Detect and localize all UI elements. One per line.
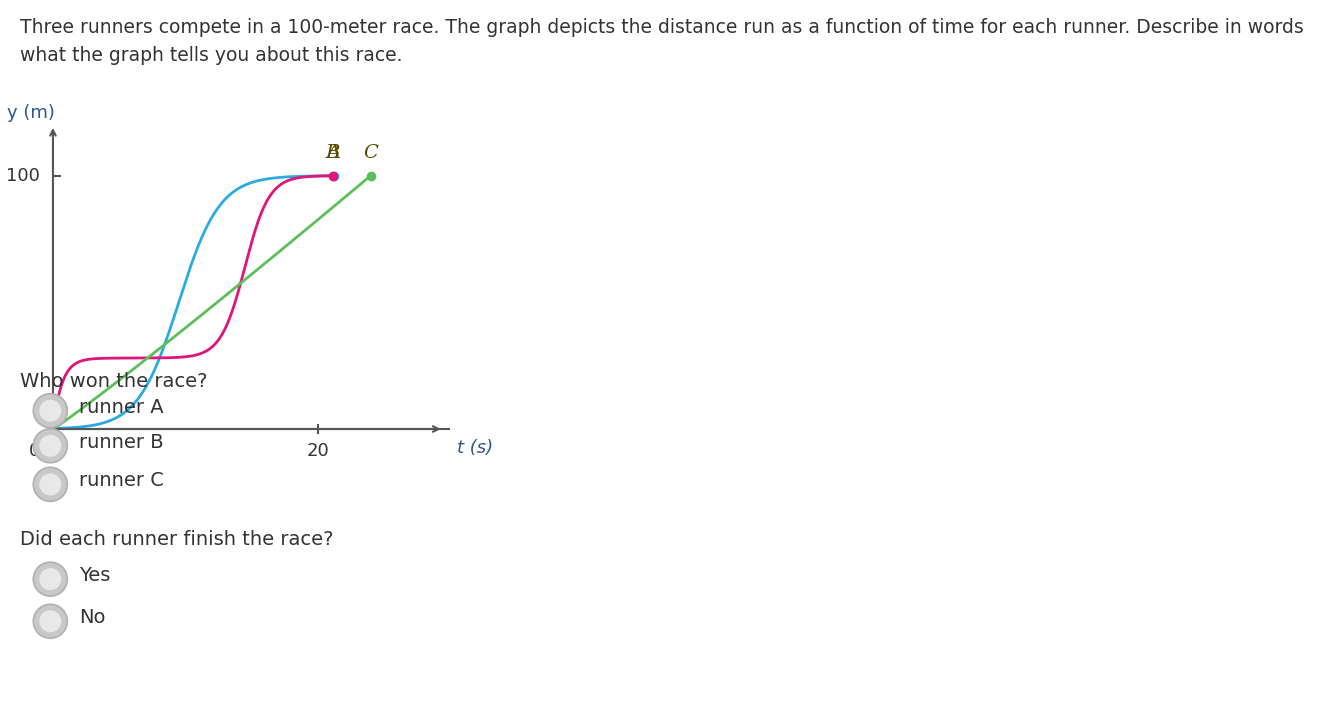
Text: Yes: Yes [79, 566, 111, 585]
Circle shape [40, 435, 61, 457]
Text: C: C [363, 144, 379, 162]
Text: 0: 0 [29, 442, 40, 460]
Text: A: A [327, 144, 340, 162]
Text: runner C: runner C [79, 471, 164, 491]
Text: 20: 20 [306, 442, 330, 460]
Circle shape [40, 610, 61, 633]
Text: runner A: runner A [79, 397, 164, 417]
Text: No: No [79, 608, 106, 628]
Circle shape [33, 604, 68, 638]
Circle shape [33, 562, 68, 596]
Text: Who won the race?: Who won the race? [20, 372, 208, 391]
Circle shape [40, 568, 61, 590]
Circle shape [40, 473, 61, 496]
Text: Did each runner finish the race?: Did each runner finish the race? [20, 530, 334, 549]
Text: t (s): t (s) [457, 439, 493, 457]
Text: runner B: runner B [79, 432, 164, 452]
Text: y (m): y (m) [7, 105, 54, 122]
Text: 100: 100 [5, 166, 40, 185]
Text: Three runners compete in a 100-meter race. The graph depicts the distance run as: Three runners compete in a 100-meter rac… [20, 18, 1304, 37]
Circle shape [33, 394, 68, 428]
Circle shape [40, 399, 61, 422]
Text: B: B [326, 144, 340, 162]
Circle shape [33, 429, 68, 463]
Circle shape [33, 468, 68, 501]
Text: what the graph tells you about this race.: what the graph tells you about this race… [20, 46, 402, 65]
